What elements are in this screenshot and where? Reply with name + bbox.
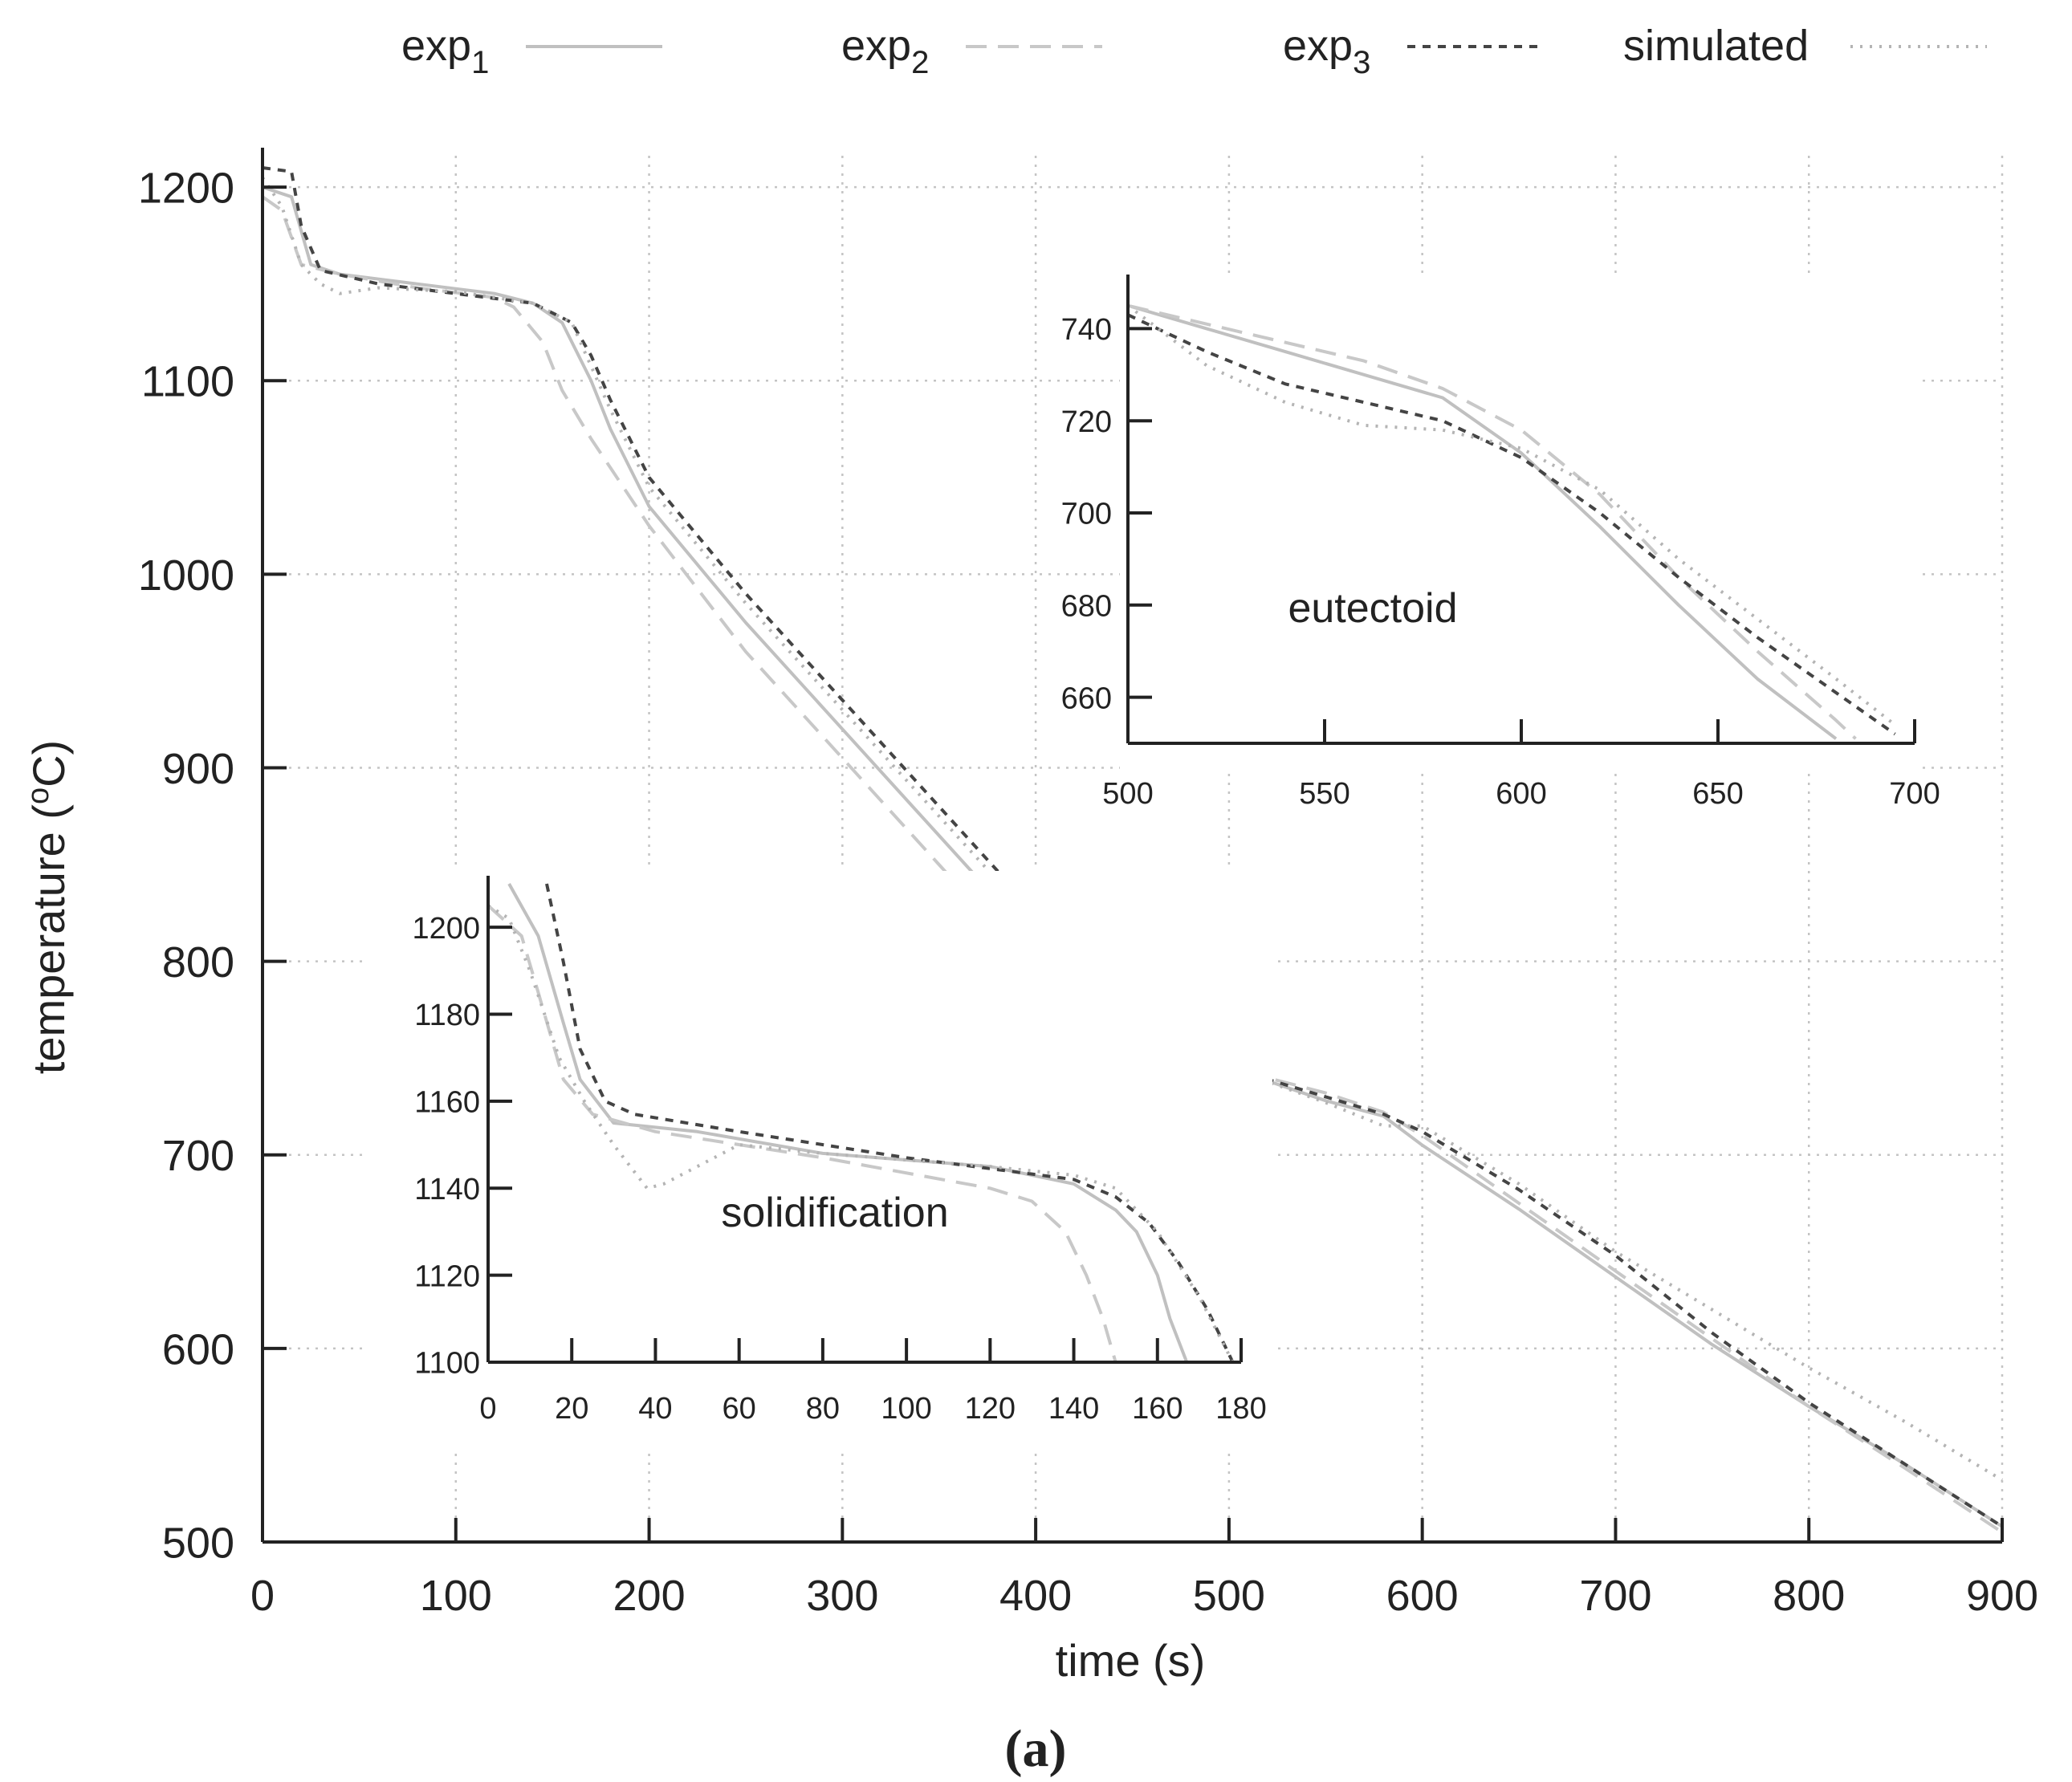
eutectoid-y-tick-label: 680 [1061,589,1112,623]
solidification-x-tick-label: 20 [555,1392,588,1426]
main-y-tick-label: 600 [162,1325,234,1373]
x-axis-label: time (s) [1056,1635,1206,1686]
eutectoid-y-tick-label: 700 [1061,498,1112,531]
legend-item-simulated: simulated [1623,22,1987,70]
main-y-tick-label: 800 [162,938,234,987]
eutectoid-x-tick-label: 700 [1889,777,1940,811]
main-y-tick-label: 500 [162,1519,234,1567]
main-x-tick-label: 600 [1386,1572,1459,1620]
main-x-tick-label: 900 [1966,1572,2038,1620]
eutectoid-y-tick-label: 660 [1061,681,1112,715]
solidification-x-tick-label: 100 [881,1392,931,1426]
solidification-x-tick-label: 180 [1215,1392,1266,1426]
solidification-y-tick-label: 1120 [414,1259,480,1293]
inset-eutectoid-annotation: eutectoid [1288,585,1457,632]
eutectoid-y-tick-label: 740 [1061,313,1112,347]
solidification-series-exp3 [545,883,1235,1363]
main-axes: 0 100 200 300 400 500 600 700 800 900500600700800… [138,148,2038,1620]
inset-solidification-series [486,883,1235,1363]
inset-solidification-annotation: solidification [721,1190,948,1236]
eutectoid-series-exp2 [1127,303,1857,740]
main-x-tick-label: 700 [1579,1572,1651,1620]
main-y-tick-label: 1000 [138,551,234,600]
legend-item-exp2: exp2 [841,22,1102,80]
solidification-y-tick-label: 1180 [414,999,480,1032]
main-x-tick-label: 0 [250,1572,275,1620]
eutectoid-series-exp3 [1127,313,1896,736]
eutectoid-x-tick-label: 650 [1692,777,1743,811]
solidification-y-tick-label: 1200 [412,912,480,946]
main-y-tick-label: 900 [162,745,234,793]
inset-eutectoid-series [1126,303,1896,740]
eutectoid-y-tick-label: 720 [1061,405,1112,439]
solidification-x-tick-label: 80 [806,1392,840,1426]
legend-item-exp3: exp3 [1283,22,1544,80]
main-x-tick-label: 400 [999,1572,1072,1620]
main-y-tick-label: 700 [162,1132,234,1180]
solidification-x-tick-label: 120 [965,1392,1016,1426]
solidification-x-tick-label: 160 [1132,1392,1183,1426]
solidification-x-tick-label: 40 [638,1392,672,1426]
main-x-tick-label: 800 [1773,1572,1845,1620]
inset-eutectoid: 500 550 600 650 700 660 680 700 720 740 eutectoid [1061,273,1940,811]
legend-item-exp1: exp1 [401,22,662,80]
main-x-tick-label: 200 [613,1572,686,1620]
main-x-tick-label: 500 [1193,1572,1265,1620]
legend: exp1 exp2 exp3 simulated [401,22,1987,80]
inset-solidification-axes: 0 20 40 60 80 100 120 140 160 180 1100 1120 1140 1160… [412,876,1267,1426]
solidification-series-exp2 [486,904,1117,1363]
main-x-tick-label: 100 [420,1572,492,1620]
legend-label-simulated: simulated [1623,22,1809,70]
eutectoid-series-simulated [1126,304,1896,726]
solidification-y-tick-label: 1140 [414,1173,480,1206]
legend-label-exp3: exp3 [1283,22,1370,80]
eutectoid-series-exp1 [1127,303,1838,740]
figure-caption: (a) [1005,1719,1067,1778]
main-y-tick-label: 1200 [138,165,234,213]
legend-label-exp1: exp1 [401,22,489,80]
inset-eutectoid-axes: 500 550 600 650 700 660 680 700 720 740 [1061,275,1940,811]
inset-solidification-background [365,871,1272,1449]
solidification-x-tick-label: 60 [723,1392,756,1426]
eutectoid-x-tick-label: 500 [1102,777,1153,811]
main-y-tick-label: 1100 [141,358,234,406]
inset-solidification: 0 20 40 60 80 100 120 140 160 180 1100 1120 1140 1160… [365,871,1272,1449]
inset-eutectoid-background [1120,273,1923,771]
main-series-simulated [261,176,2004,1482]
eutectoid-x-tick-label: 550 [1299,777,1349,811]
solidification-x-tick-label: 140 [1048,1392,1099,1426]
eutectoid-x-tick-label: 600 [1496,777,1546,811]
legend-label-exp2: exp2 [841,22,929,80]
main-x-tick-label: 300 [806,1572,878,1620]
solidification-y-tick-label: 1160 [414,1086,480,1120]
y-axis-label: temperature (oC) [22,740,74,1074]
solidification-x-tick-label: 0 [479,1392,496,1426]
solidification-series-exp1 [507,883,1189,1363]
solidification-y-tick-label: 1100 [414,1347,480,1381]
